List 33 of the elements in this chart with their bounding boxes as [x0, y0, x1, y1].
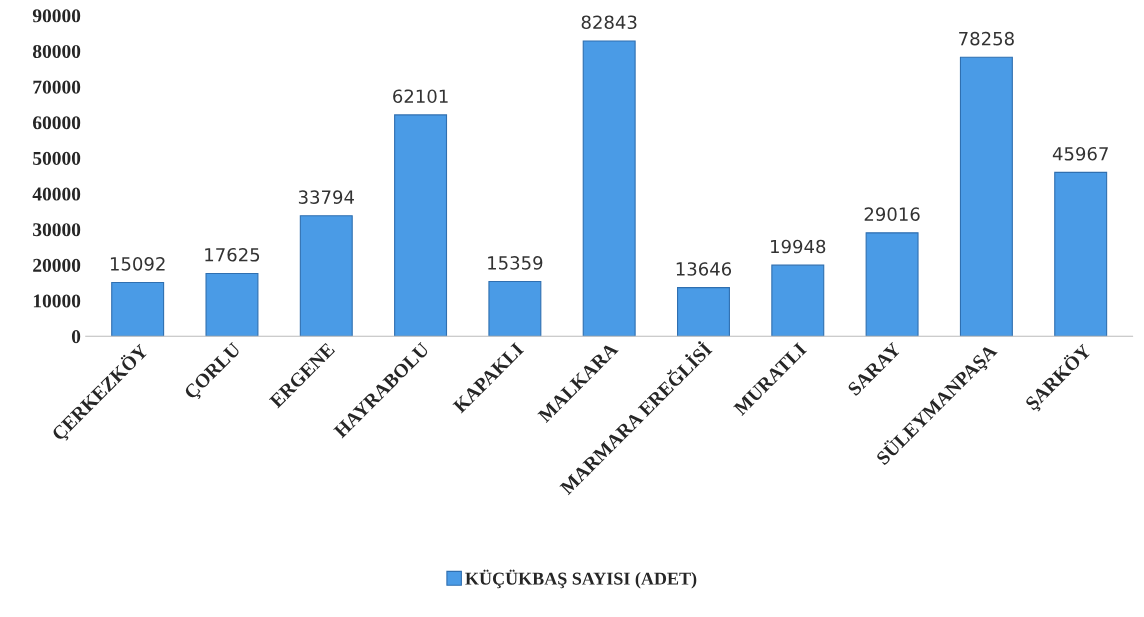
data-label: 19948 [771, 239, 826, 254]
legend-label: KÜÇÜKBAŞ SAYISI (ADET) [465, 569, 697, 589]
y-tick-label: 40000 [32, 187, 81, 201]
y-tick-label: 80000 [32, 44, 81, 59]
data-label: 15092 [110, 256, 165, 271]
data-label: 17625 [205, 247, 260, 262]
data-label: 78258 [959, 31, 1014, 46]
bar [111, 281, 165, 337]
y-tick-label: 10000 [33, 294, 81, 308]
bar [865, 232, 919, 337]
bar [959, 56, 1013, 337]
data-label: 82843 [581, 15, 637, 30]
data-label: 45967 [1052, 146, 1108, 161]
y-tick-label: 70000 [33, 80, 81, 94]
y-tick-label: 0 [71, 330, 81, 344]
y-tick-label: 60000 [32, 116, 81, 130]
data-label: 33794 [298, 190, 354, 204]
bar [676, 287, 730, 337]
bar [299, 215, 353, 337]
data-label: 13646 [676, 262, 732, 276]
data-label: 29016 [864, 207, 920, 221]
data-label: 15359 [488, 256, 543, 270]
y-tick-label: 20000 [33, 258, 81, 272]
y-tick-label: 90000 [32, 9, 81, 23]
bar [1054, 171, 1108, 337]
data-label: 62101 [393, 89, 448, 104]
bar [394, 114, 448, 337]
bar [771, 264, 825, 337]
y-tick-label: 50000 [33, 151, 81, 165]
bar [582, 40, 636, 337]
y-tick-label: 30000 [33, 223, 81, 237]
bar [488, 280, 542, 337]
bar [205, 272, 259, 337]
